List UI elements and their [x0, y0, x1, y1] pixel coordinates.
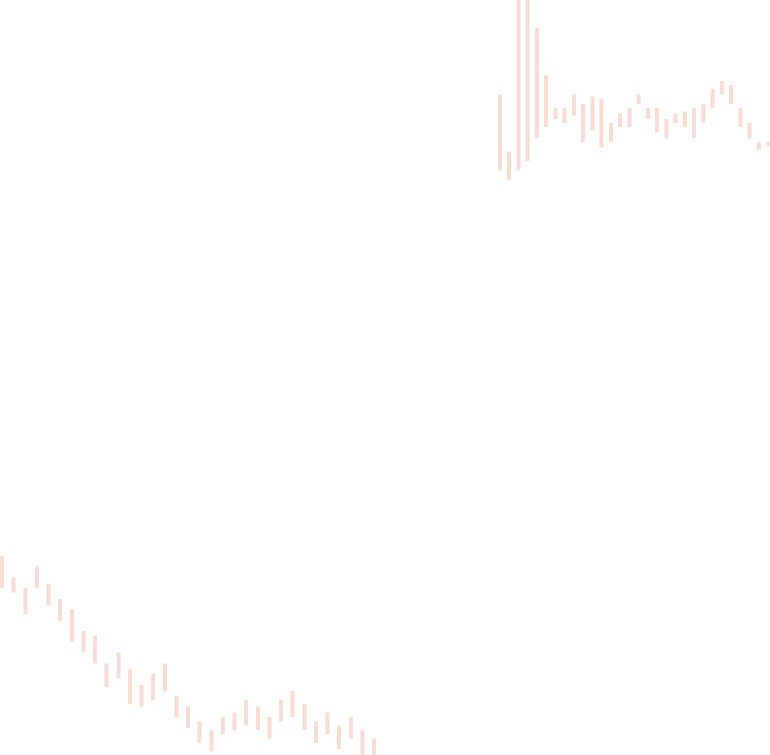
- tick-bar: [535, 28, 539, 139]
- tick-bar: [162, 663, 167, 692]
- tick-bar: [756, 142, 761, 150]
- tick-bar: [197, 721, 202, 743]
- lower-tick-cluster: [0, 555, 376, 755]
- tick-bar: [186, 706, 190, 728]
- tick-bar: [93, 635, 97, 664]
- tick-bar: [608, 123, 613, 142]
- tick-bar: [766, 142, 770, 146]
- tick-bar: [313, 721, 318, 743]
- tick-bar: [553, 107, 558, 120]
- tick-bar: [46, 583, 51, 606]
- tick-bar: [747, 123, 752, 139]
- tick-bar: [34, 566, 39, 588]
- tick-bar: [127, 669, 132, 705]
- tick-bar: [337, 725, 342, 750]
- tick-bar: [244, 699, 249, 726]
- tick-bar: [360, 729, 365, 755]
- tick-bar: [525, 0, 530, 161]
- tick-bar: [729, 85, 733, 104]
- tick-bar: [692, 107, 697, 139]
- tick-bar: [590, 96, 595, 131]
- tick-bar: [348, 717, 353, 739]
- tick-bar: [290, 691, 295, 717]
- tick-bar: [255, 706, 260, 730]
- tick-bar: [498, 94, 502, 171]
- tick-bar: [719, 81, 724, 95]
- tick-bar: [701, 104, 706, 123]
- tick-bar: [618, 113, 623, 127]
- tick-bar: [645, 107, 650, 120]
- tick-bar: [174, 695, 179, 717]
- tick-bar: [664, 119, 669, 139]
- tick-bar: [58, 598, 63, 621]
- tick-bar: [599, 98, 604, 148]
- tick-bar: [151, 674, 156, 700]
- tick-bar: [325, 712, 330, 735]
- tick-bar: [627, 107, 632, 127]
- tick-bar: [220, 717, 225, 735]
- tick-bar: [581, 104, 586, 142]
- tick-bar: [673, 113, 678, 123]
- tick-bar: [562, 107, 567, 123]
- tick-bar: [209, 729, 214, 752]
- tick-bar: [279, 699, 283, 722]
- tick-bar: [636, 94, 641, 104]
- tick-bar: [81, 631, 86, 653]
- tick-bar: [655, 107, 660, 133]
- tick-bar: [23, 588, 28, 614]
- tick-bar: [104, 663, 109, 687]
- tick-bar: [571, 94, 576, 116]
- tick-bar: [267, 717, 272, 739]
- tick-bar: [738, 107, 743, 127]
- tick-bar: [682, 111, 687, 127]
- tick-bar: [0, 555, 4, 589]
- tick-bar: [372, 738, 376, 755]
- tick-bar: [116, 652, 121, 679]
- upper-tick-cluster: [498, 0, 770, 180]
- tick-bar: [507, 151, 512, 180]
- tick-bar: [516, 0, 521, 171]
- tick-bar: [139, 684, 144, 707]
- tick-bar: [232, 712, 237, 730]
- tick-bar: [69, 609, 74, 642]
- tick-bar: [710, 88, 715, 108]
- tick-bar: [11, 577, 16, 593]
- tick-bar: [302, 704, 307, 730]
- tick-bar: [544, 75, 549, 127]
